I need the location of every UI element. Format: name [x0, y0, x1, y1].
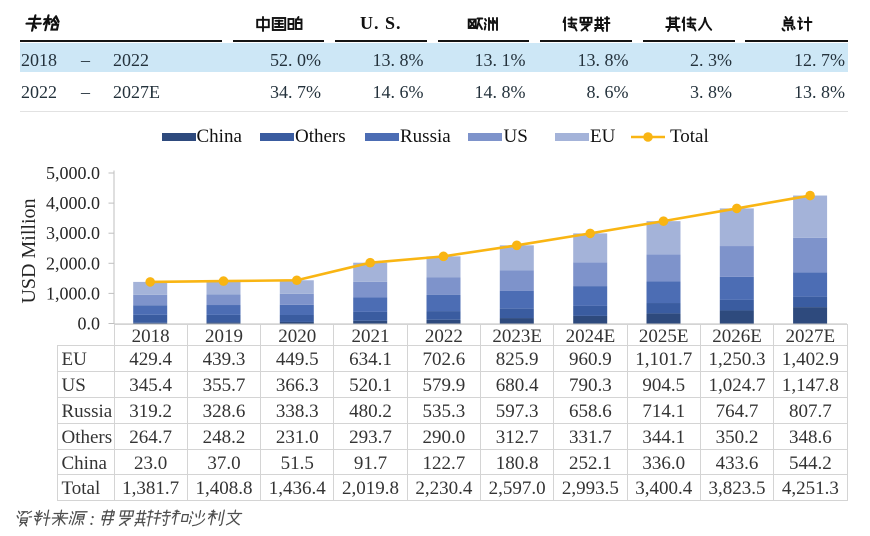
svg-text:3,000.0: 3,000.0	[46, 223, 100, 243]
svg-text:2,000.0: 2,000.0	[46, 253, 100, 273]
svg-text:0.0: 0.0	[78, 314, 101, 334]
svg-text:4,000.0: 4,000.0	[46, 193, 100, 213]
svg-text:1,000.0: 1,000.0	[46, 283, 100, 303]
svg-text:5,000.0: 5,000.0	[46, 163, 100, 183]
svg-text:USD Million: USD Million	[18, 198, 40, 303]
